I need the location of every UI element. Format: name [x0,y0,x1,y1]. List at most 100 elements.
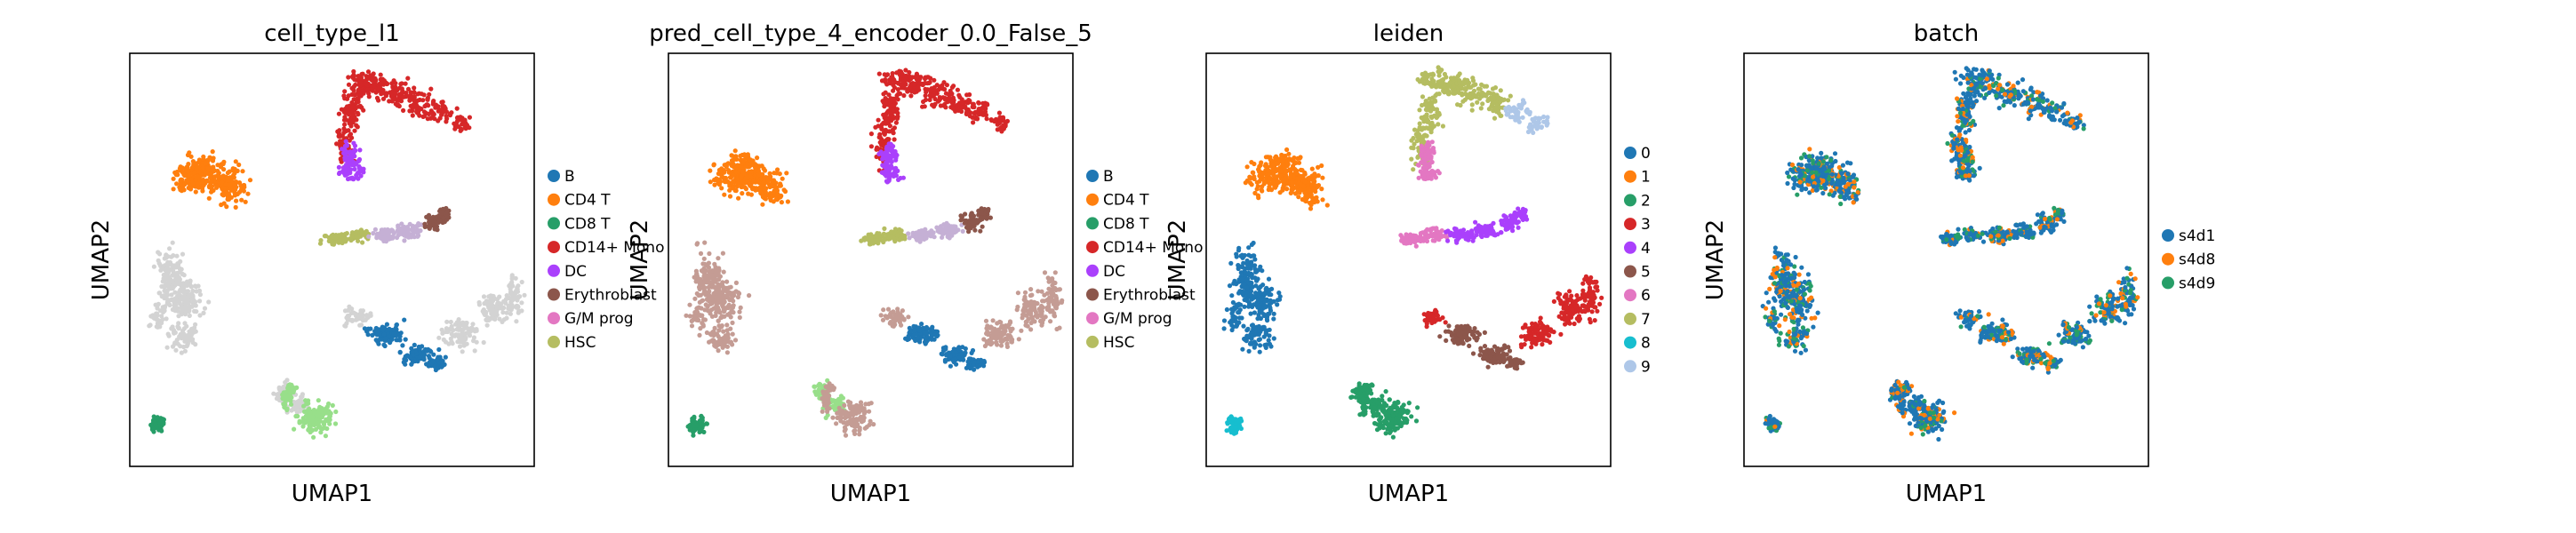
scatter-point [204,178,210,183]
scatter-point [348,237,354,243]
scatter-point [430,358,436,364]
scatter-point [967,114,972,119]
scatter-point [431,99,436,104]
scatter-point [894,115,900,121]
scatter-point [342,236,348,242]
scatter-point [463,337,468,342]
scatter-point [916,84,921,90]
scatter-point [986,206,991,212]
scatter-point [891,130,896,135]
scatter-point [380,96,387,101]
scatter-point [161,421,166,426]
scatter-point [1042,270,1048,275]
scatter-point [348,310,355,315]
scatter-point [391,331,396,337]
scatter-point [713,339,718,345]
scatter-point [344,143,349,148]
scatter-point [770,194,775,199]
scatter-point [460,122,465,127]
scatter-point [452,124,458,130]
scatter-point [385,81,390,86]
scatter-point [919,322,924,327]
scatter-point [347,150,352,155]
scatter-point [323,434,328,439]
scatter-point [722,340,728,346]
scatter-point [293,413,299,419]
scatter-point [313,410,318,415]
scatter-point [481,339,486,346]
scatter-point [868,401,874,406]
scatter-point [180,170,186,175]
scatter-point [432,363,437,369]
scatter-point [881,307,886,313]
scatter-point [1046,286,1052,291]
scatter-point [148,314,154,319]
scatter-point [911,323,916,329]
scatter-point [956,346,962,353]
scatter-point [697,332,702,338]
scatter-point [426,363,431,369]
scatter-point [356,112,361,117]
scatter-point [1434,115,1439,120]
scatter-point [1029,314,1035,320]
scatter-point [892,137,897,142]
scatter-point [717,274,724,279]
scatter-point [859,238,864,243]
scatter-point [381,331,387,337]
scatter-point [984,330,989,336]
y-axis-label: UMAP2 [88,219,115,300]
scatter-point [924,330,929,336]
scatter-point [956,103,961,108]
scatter-point [824,406,830,411]
scatter-point [1021,308,1028,314]
scatter-point [707,251,712,257]
scatter-point [964,365,969,370]
scatter-point [703,268,708,274]
scatter-point [995,330,1000,336]
scatter-point [1441,88,1446,93]
scatter-point [777,183,782,188]
scatter-point [1028,320,1034,326]
scatter-point [341,130,347,135]
scatter-point [722,170,727,175]
legend-label: G/M prog [1103,310,1172,328]
scatter-point [316,425,322,430]
scatter-point [515,298,520,303]
scatter-point [932,337,937,342]
scatter-point [349,234,355,240]
scatter-point [978,228,983,234]
scatter-point [160,316,165,322]
scatter-point [196,283,201,289]
scatter-point [415,98,420,103]
scatter-point [906,231,911,236]
scatter-point [1060,298,1065,303]
scatter-point [356,99,361,105]
scatter-point [358,93,364,99]
scatter-point [507,283,512,289]
scatter-point [950,101,956,107]
scatter-point [413,102,419,108]
scatter-point [199,172,204,178]
scatter-point [927,97,932,102]
scatter-point [1440,123,1445,129]
scatter-point [703,274,708,279]
scatter-point [164,252,169,258]
scatter-point [756,163,761,169]
scatter-point [322,426,327,431]
scatter-point [336,164,341,170]
scatter-point [230,179,236,185]
scatter-point [883,90,888,95]
scatter-point [373,78,379,84]
scatter-point [247,178,253,183]
scatter-point [1036,313,1042,318]
scatter-point [928,234,933,239]
scatter-point [245,191,251,196]
scatter-point [202,306,208,311]
legend-label: HSC [564,334,596,352]
scatter-point [356,169,363,174]
scatter-point [1019,328,1024,333]
scatter-point [360,240,365,245]
scatter-point [380,324,385,330]
scatter-point [171,176,176,181]
scatter-point [167,246,172,251]
